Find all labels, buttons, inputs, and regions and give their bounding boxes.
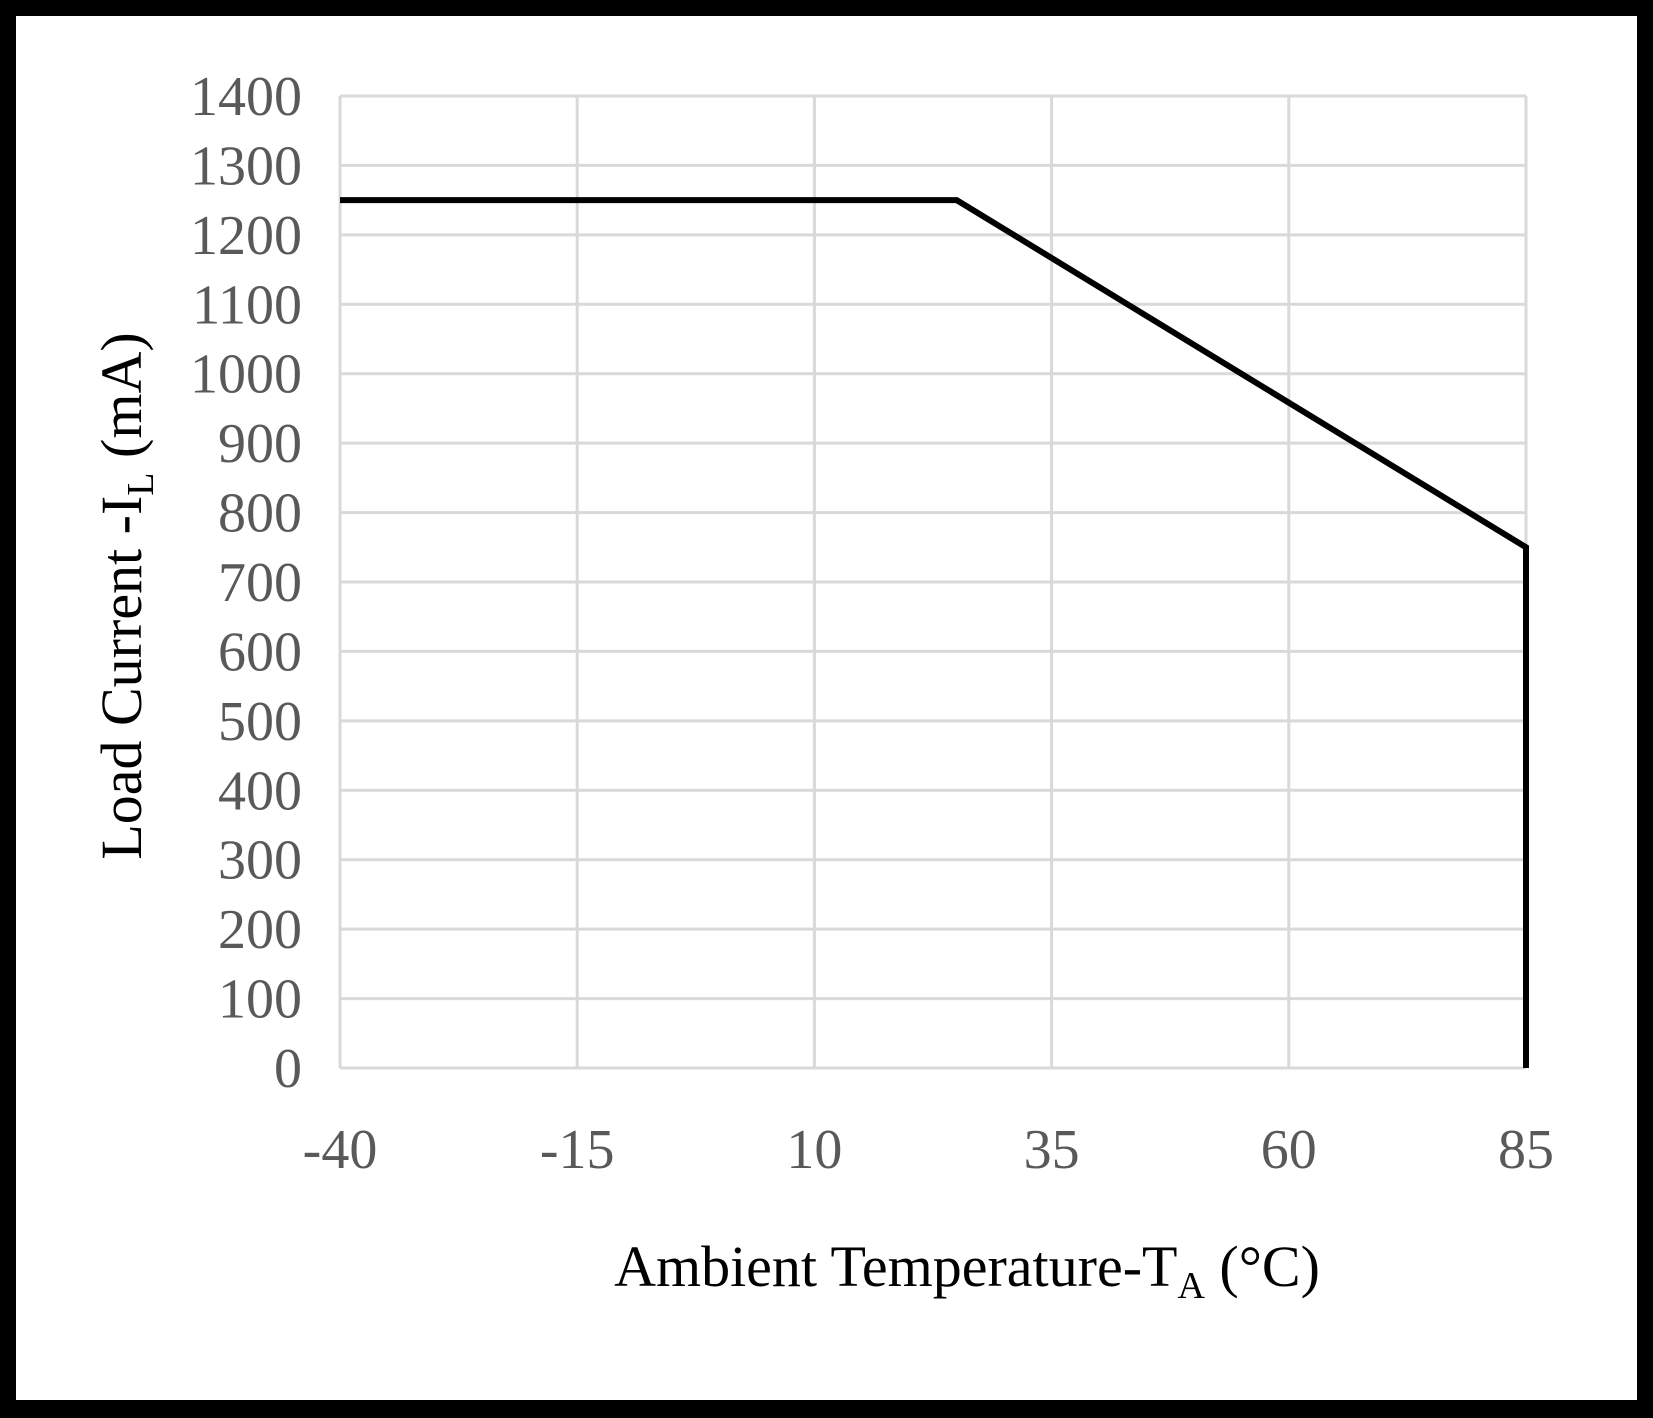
x-axis-title: Ambient Temperature-TA (°C) [614,1234,1320,1307]
y-tick-label-8: 800 [218,483,302,545]
y-tick-label-7: 700 [218,552,302,614]
y-tick-label-6: 600 [218,621,302,683]
y-tick-label-9: 900 [218,413,302,475]
y-tick-label-1: 100 [218,969,302,1031]
x-tick-label-2: 10 [786,1119,842,1181]
x-tick-labels: -40 -15 10 35 60 85 [303,1119,1554,1181]
y-gridlines [340,94,1526,1070]
load-current-chart: -40 -15 10 35 60 85 0 100 200 300 400 500 600 700 800… [89,66,1554,1307]
series-group [340,197,1529,1068]
x-tick-label-4: 60 [1261,1119,1317,1181]
chart-frame: -40 -15 10 35 60 85 0 100 200 300 400 500 600 700 800… [16,16,1637,1400]
y-tick-label-13: 1300 [190,135,302,197]
y-tick-label-11: 1100 [192,274,302,336]
y-axis-title: Load Current -IL (mA) [89,332,162,859]
y-tick-label-4: 400 [218,760,302,822]
x-tick-label-5: 85 [1498,1119,1554,1181]
y-tick-label-5: 500 [218,691,302,753]
series-line-0 [340,197,1529,1068]
x-tick-label-1: -15 [540,1119,615,1181]
y-tick-label-12: 1200 [190,205,302,267]
y-tick-label-2: 200 [218,899,302,961]
y-tick-labels: 0 100 200 300 400 500 600 700 800 900 1000 1100 1200… [190,66,302,1100]
x-tick-label-3: 35 [1024,1119,1080,1181]
y-tick-label-0: 0 [274,1038,302,1100]
x-tick-label-0: -40 [303,1119,378,1181]
y-tick-label-10: 1000 [190,344,302,406]
y-tick-label-3: 300 [218,830,302,892]
y-tick-label-14: 1400 [190,66,302,128]
